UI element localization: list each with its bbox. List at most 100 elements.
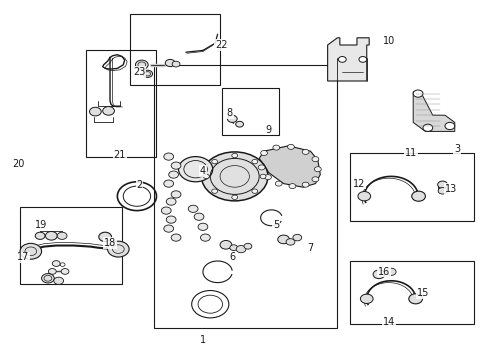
Circle shape <box>412 90 422 97</box>
Circle shape <box>54 277 63 284</box>
Circle shape <box>163 153 173 160</box>
Circle shape <box>200 234 210 241</box>
Circle shape <box>358 57 366 62</box>
Circle shape <box>194 213 203 220</box>
Text: 21: 21 <box>113 150 126 160</box>
Circle shape <box>172 61 180 67</box>
Bar <box>154 65 337 328</box>
Circle shape <box>411 191 425 201</box>
Circle shape <box>360 294 372 303</box>
Circle shape <box>168 171 178 178</box>
Bar <box>20 207 122 284</box>
Bar <box>85 50 156 157</box>
Circle shape <box>166 198 176 205</box>
Bar <box>129 14 220 85</box>
Circle shape <box>229 245 237 251</box>
Polygon shape <box>412 92 454 131</box>
Text: 3: 3 <box>453 144 459 154</box>
Circle shape <box>161 207 171 214</box>
Circle shape <box>288 184 295 189</box>
Text: 7: 7 <box>307 243 313 253</box>
Circle shape <box>231 153 237 158</box>
Text: 5: 5 <box>273 220 279 230</box>
Circle shape <box>444 122 454 130</box>
Circle shape <box>277 235 289 244</box>
Text: 9: 9 <box>264 125 271 135</box>
Text: 23: 23 <box>133 67 145 77</box>
Circle shape <box>102 107 114 115</box>
Text: 22: 22 <box>215 40 227 50</box>
Circle shape <box>135 60 148 69</box>
Circle shape <box>89 107 101 116</box>
Text: 10: 10 <box>382 36 394 46</box>
Text: 12: 12 <box>352 179 365 189</box>
Circle shape <box>437 181 447 188</box>
Bar <box>222 88 278 135</box>
Text: 6: 6 <box>229 252 235 262</box>
Circle shape <box>45 231 57 240</box>
Circle shape <box>386 268 395 275</box>
Circle shape <box>235 121 243 127</box>
Bar <box>349 261 473 324</box>
Circle shape <box>338 57 346 62</box>
Circle shape <box>251 189 257 193</box>
Circle shape <box>178 157 212 182</box>
Circle shape <box>211 189 217 193</box>
Circle shape <box>203 174 209 179</box>
Circle shape <box>437 188 446 194</box>
Text: 14: 14 <box>382 317 394 327</box>
Circle shape <box>260 150 267 156</box>
Circle shape <box>264 175 271 180</box>
Text: 11: 11 <box>404 148 416 158</box>
Circle shape <box>408 294 422 304</box>
Text: 15: 15 <box>416 288 428 298</box>
Circle shape <box>231 195 237 199</box>
Circle shape <box>275 181 282 186</box>
Circle shape <box>107 241 129 257</box>
Circle shape <box>258 165 264 170</box>
Circle shape <box>244 243 251 249</box>
Circle shape <box>163 180 173 187</box>
Circle shape <box>227 115 237 122</box>
Text: 20: 20 <box>12 159 24 169</box>
Circle shape <box>285 239 294 245</box>
Text: 8: 8 <box>226 108 232 118</box>
Circle shape <box>57 232 67 239</box>
Bar <box>349 153 473 221</box>
Circle shape <box>251 159 257 164</box>
Text: 19: 19 <box>35 220 48 230</box>
Circle shape <box>99 232 111 242</box>
Circle shape <box>302 182 308 187</box>
Circle shape <box>171 162 181 169</box>
Circle shape <box>198 223 207 230</box>
Circle shape <box>211 159 217 164</box>
Circle shape <box>311 157 318 162</box>
Circle shape <box>35 232 45 239</box>
Text: 13: 13 <box>444 184 456 194</box>
Circle shape <box>48 269 56 274</box>
Circle shape <box>61 269 69 274</box>
Text: 16: 16 <box>377 267 389 277</box>
Circle shape <box>165 59 175 67</box>
Circle shape <box>142 70 152 77</box>
Circle shape <box>166 216 176 223</box>
Circle shape <box>302 149 308 154</box>
Text: 18: 18 <box>103 238 116 248</box>
Circle shape <box>201 152 267 201</box>
Circle shape <box>171 234 181 241</box>
Text: 2: 2 <box>136 180 142 190</box>
Polygon shape <box>259 146 320 187</box>
Text: 17: 17 <box>17 252 29 262</box>
Circle shape <box>20 243 41 259</box>
Circle shape <box>260 174 265 179</box>
Circle shape <box>220 240 231 249</box>
Text: 1: 1 <box>200 335 205 345</box>
Circle shape <box>292 234 301 241</box>
Circle shape <box>41 274 54 283</box>
Circle shape <box>372 270 384 279</box>
Circle shape <box>314 167 321 172</box>
Circle shape <box>357 192 370 201</box>
Text: 4: 4 <box>200 166 205 176</box>
Circle shape <box>188 205 198 212</box>
Circle shape <box>272 145 279 150</box>
